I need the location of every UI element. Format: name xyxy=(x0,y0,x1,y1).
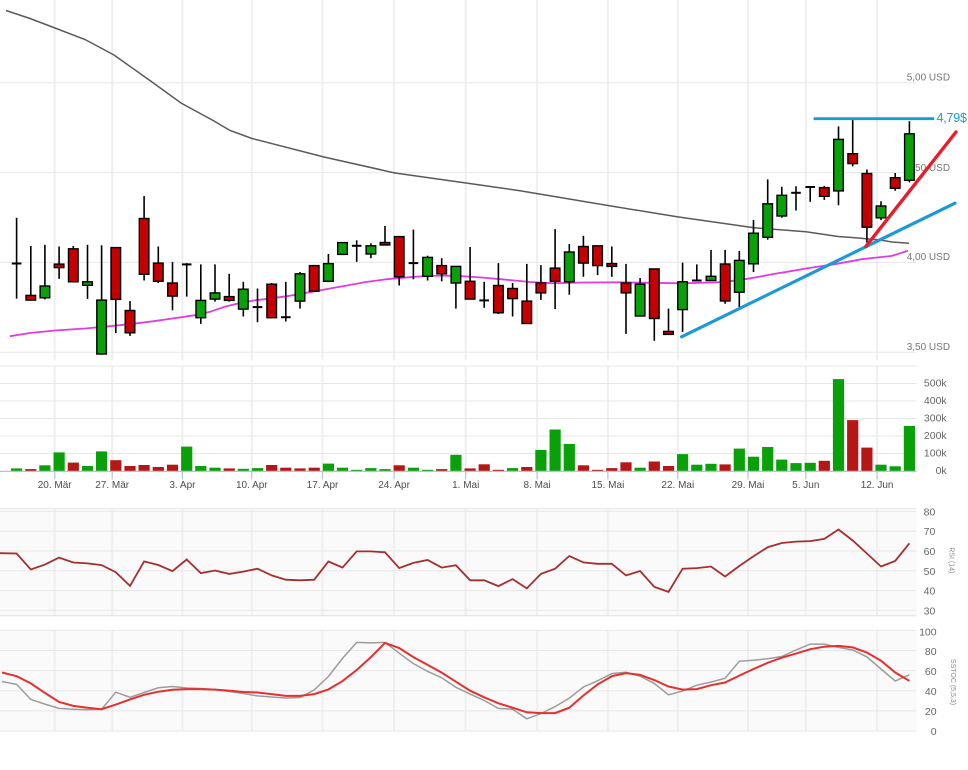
svg-text:20: 20 xyxy=(925,706,937,718)
svg-text:40: 40 xyxy=(925,686,937,698)
svg-text:4,00 USD: 4,00 USD xyxy=(907,252,950,263)
svg-text:27. Mär: 27. Mär xyxy=(95,480,130,491)
svg-text:15. Mai: 15. Mai xyxy=(592,480,625,491)
svg-text:3,50 USD: 3,50 USD xyxy=(907,342,950,353)
svg-text:40: 40 xyxy=(924,586,936,598)
svg-text:60: 60 xyxy=(924,546,936,558)
svg-text:70: 70 xyxy=(924,526,936,538)
svg-text:24. Apr: 24. Apr xyxy=(378,480,410,491)
svg-text:5. Jun: 5. Jun xyxy=(792,480,819,491)
svg-text:500k: 500k xyxy=(924,377,948,389)
svg-text:0k: 0k xyxy=(936,465,948,477)
svg-text:1. Mai: 1. Mai xyxy=(452,480,479,491)
svg-text:3. Apr: 3. Apr xyxy=(169,480,196,491)
svg-text:22. Mai: 22. Mai xyxy=(661,480,694,491)
svg-text:80: 80 xyxy=(924,506,936,518)
svg-text:400k: 400k xyxy=(924,395,948,407)
svg-text:80: 80 xyxy=(925,646,937,658)
svg-text:30: 30 xyxy=(924,605,936,617)
svg-text:100: 100 xyxy=(919,626,937,638)
svg-text:4,79$: 4,79$ xyxy=(937,111,968,125)
svg-text:RSI (14): RSI (14) xyxy=(948,547,955,573)
svg-text:0: 0 xyxy=(931,726,937,738)
svg-text:300k: 300k xyxy=(924,412,948,424)
svg-text:SSTOC (5,5,3): SSTOC (5,5,3) xyxy=(949,659,956,705)
svg-text:12. Jun: 12. Jun xyxy=(861,480,894,491)
svg-text:60: 60 xyxy=(925,666,937,678)
svg-text:200k: 200k xyxy=(924,430,948,442)
svg-text:100k: 100k xyxy=(924,447,948,459)
svg-text:50: 50 xyxy=(924,566,936,578)
svg-text:17. Apr: 17. Apr xyxy=(307,480,339,491)
svg-text:5,00 USD: 5,00 USD xyxy=(907,73,950,84)
svg-text:29. Mai: 29. Mai xyxy=(732,480,765,491)
svg-text:20. Mär: 20. Mär xyxy=(38,480,73,491)
svg-text:8. Mai: 8. Mai xyxy=(523,480,550,491)
svg-text:10. Apr: 10. Apr xyxy=(236,480,268,491)
